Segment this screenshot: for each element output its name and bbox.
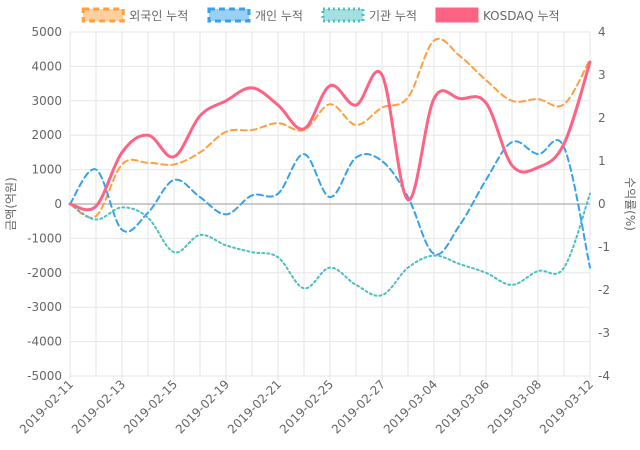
x-tick-label: 2019-03-08 (485, 377, 544, 436)
x-tick-label: 2019-02-15 (121, 377, 180, 436)
y-left-tick-label: 3000 (31, 94, 62, 108)
legend-swatch (207, 7, 251, 23)
x-tick-label: 2019-02-11 (17, 377, 76, 436)
x-tick-label: 2019-03-12 (537, 377, 596, 436)
x-axis: 2019-02-112019-02-132019-02-152019-02-19… (17, 376, 596, 436)
legend-swatch (81, 7, 125, 23)
y-left-tick-label: 5000 (31, 25, 62, 39)
legend[interactable]: 외국인 누적 개인 누적 기관 누적 KOSDAQ 누적 (81, 7, 560, 23)
legend-item-3[interactable]: KOSDAQ 누적 (435, 7, 560, 23)
legend-swatch (435, 7, 479, 23)
x-tick-label: 2019-02-27 (329, 377, 388, 436)
y-right-tick-label: 2 (598, 111, 606, 125)
legend-item-2[interactable]: 기관 누적 (321, 7, 417, 23)
y-left-tick-label: 4000 (31, 59, 62, 73)
y-axis-right-title: 수익률(%) (623, 177, 637, 231)
series-line-1 (69, 139, 591, 269)
series-line-2 (69, 192, 591, 297)
y-left-tick-label: 1000 (31, 163, 62, 177)
x-tick-label: 2019-03-06 (433, 377, 492, 436)
y-left-tick-label: 0 (54, 197, 62, 211)
y-right-tick-label: 4 (598, 25, 606, 39)
y-axis-left-title: 금액(억원) (4, 177, 18, 231)
y-right-tick-label: -3 (598, 326, 610, 340)
legend-label: 개인 누적 (255, 9, 303, 23)
x-tick-label: 2019-03-04 (381, 377, 440, 436)
y-right-tick-label: 0 (598, 197, 606, 211)
legend-item-1[interactable]: 개인 누적 (207, 7, 303, 23)
series-lines (68, 37, 592, 297)
y-left-tick-label: -4000 (27, 335, 62, 349)
y-left-tick-label: -3000 (27, 300, 62, 314)
x-tick-label: 2019-02-19 (173, 377, 232, 436)
x-tick-label: 2019-02-25 (277, 377, 336, 436)
y-left-tick-label: -2000 (27, 266, 62, 280)
legend-item-0[interactable]: 외국인 누적 (81, 7, 188, 23)
series-line-0 (69, 37, 591, 219)
legend-label: 기관 누적 (369, 9, 417, 23)
y-right-tick-label: -2 (598, 283, 610, 297)
y-axis-right: 4 3 2 1 0 -1 -2 -3 -4 (598, 25, 610, 383)
x-tick-label: 2019-02-21 (225, 377, 284, 436)
legend-swatch (321, 7, 365, 23)
legend-label: 외국인 누적 (129, 9, 188, 23)
legend-label: KOSDAQ 누적 (483, 9, 560, 23)
y-right-tick-label: -1 (598, 240, 610, 254)
y-right-tick-label: 3 (598, 68, 606, 82)
y-left-tick-label: -1000 (27, 231, 62, 245)
y-right-tick-label: -4 (598, 369, 610, 383)
y-left-tick-label: -5000 (27, 369, 62, 383)
series-line-3 (68, 60, 592, 212)
y-axis-left: 5000 4000 3000 2000 1000 0 -1000 -2000 -3000 -400… (27, 25, 62, 383)
x-tick-label: 2019-02-13 (69, 377, 128, 436)
y-right-tick-label: 1 (598, 154, 606, 168)
y-left-tick-label: 2000 (31, 128, 62, 142)
